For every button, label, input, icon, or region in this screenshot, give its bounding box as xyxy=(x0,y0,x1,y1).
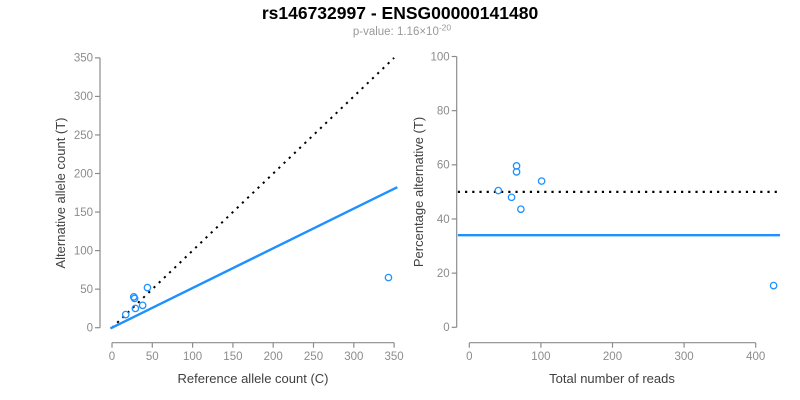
y-tick-label: 300 xyxy=(74,91,93,103)
y-tick-label: 50 xyxy=(80,284,93,296)
y-tick-label: 0 xyxy=(87,323,93,335)
y-tick-label: 100 xyxy=(74,245,93,257)
data-point xyxy=(130,294,139,303)
data-point xyxy=(138,301,147,310)
left-x-axis-label: Reference allele count (C) xyxy=(177,371,328,386)
x-tick-label: 300 xyxy=(344,351,363,363)
y-tick-label: 40 xyxy=(437,214,450,226)
x-tick-label: 150 xyxy=(223,351,242,363)
x-tick-label: 250 xyxy=(304,351,323,363)
data-point xyxy=(512,168,521,176)
x-tick-label: 50 xyxy=(146,351,159,363)
p-value-text: p-value: 1.16×10 xyxy=(353,26,439,38)
plot-title: rs146732997 - ENSG00000141480 xyxy=(262,3,539,23)
y-tick-label: 350 xyxy=(74,53,93,65)
right-x-axis-label: Total number of reads xyxy=(549,371,675,386)
y-tick-label: 20 xyxy=(437,268,450,280)
fit-line xyxy=(109,186,398,330)
data-point xyxy=(537,177,546,185)
data-point xyxy=(121,310,130,319)
y-tick-label: 100 xyxy=(431,51,450,63)
data-point xyxy=(769,281,778,290)
x-tick-label: 100 xyxy=(531,351,550,363)
left-y-axis-label: Alternative allele count (T) xyxy=(53,117,68,268)
y-tick-label: 250 xyxy=(74,130,93,142)
x-tick-label: 0 xyxy=(466,351,472,363)
data-point xyxy=(143,283,152,292)
x-tick-label: 200 xyxy=(603,351,622,363)
identity-line xyxy=(111,57,395,329)
x-tick-label: 300 xyxy=(675,351,694,363)
right-scatter-plot: 0 100 200 300 400 0 20 40 60 80 100 xyxy=(431,51,781,363)
plot-subtitle: p-value: 1.16×10-20 xyxy=(353,23,452,39)
y-tick-label: 0 xyxy=(443,322,449,334)
right-y-axis-label: Percentage alternative (T) xyxy=(411,117,426,267)
x-tick-label: 0 xyxy=(109,351,115,363)
data-point xyxy=(517,205,525,214)
x-tick-label: 100 xyxy=(183,351,202,363)
data-point xyxy=(494,186,503,195)
data-point xyxy=(131,304,140,313)
data-point xyxy=(507,193,516,202)
data-point xyxy=(384,273,393,282)
y-tick-label: 200 xyxy=(74,168,93,180)
y-tick-label: 60 xyxy=(437,160,450,172)
y-tick-label: 150 xyxy=(74,207,93,219)
x-tick-label: 350 xyxy=(385,351,404,363)
p-value-exponent: -20 xyxy=(439,23,452,33)
left-scatter-plot: 0 50 100 150 200 250 300 350 0 50 100 150 200 250 300 3… xyxy=(74,53,404,364)
x-tick-label: 400 xyxy=(746,351,765,363)
y-tick-label: 80 xyxy=(437,105,450,117)
x-tick-label: 200 xyxy=(264,351,283,363)
